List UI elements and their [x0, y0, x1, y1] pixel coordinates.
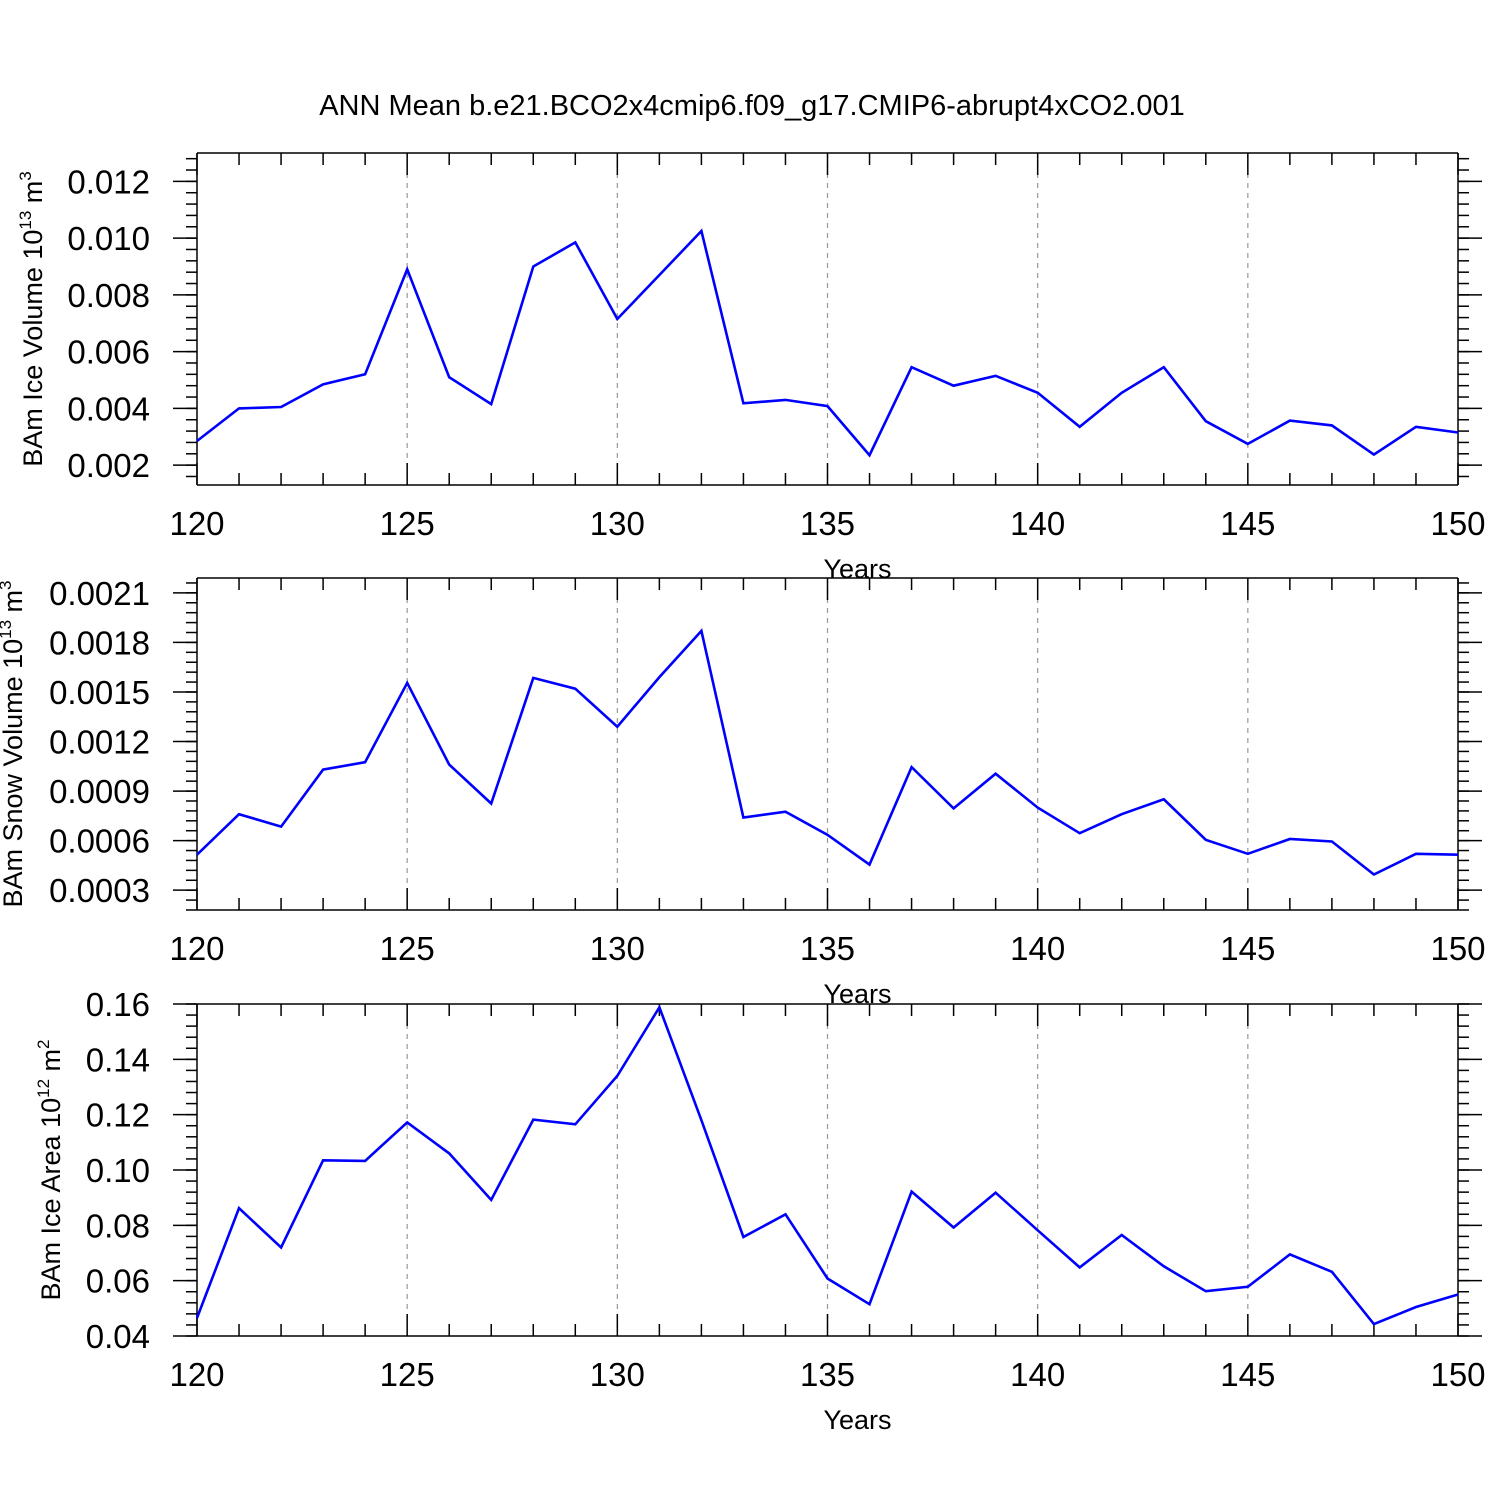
- y-tick-label: 0.0009: [49, 773, 150, 810]
- panel-1: 120 125 130 135 140 145 150 0.002 0.004 0.006 0.00…: [16, 152, 1486, 584]
- series-line: [196, 228, 1459, 458]
- y-tick-label: 0.0003: [49, 872, 150, 909]
- x-tick-label: 120: [169, 930, 224, 967]
- x-tick-label: 150: [1430, 505, 1485, 542]
- panel-2: 120 125 130 135 140 145 150 0.0003 0.0006 0.0009 0…: [0, 575, 1486, 1009]
- y-tick-label: 0.002: [67, 447, 150, 484]
- x-tick-label: 135: [800, 930, 855, 967]
- y-tick-label: 0.008: [67, 277, 150, 314]
- x-tick-label: 140: [1010, 930, 1065, 967]
- y-tick-label: 0.06: [86, 1263, 150, 1300]
- x-tick-label: 145: [1220, 1356, 1275, 1393]
- x-tick-label: 120: [169, 505, 224, 542]
- x-tick-label: 130: [590, 505, 645, 542]
- x-tick-label: 145: [1220, 930, 1275, 967]
- x-tick-label: 145: [1220, 505, 1275, 542]
- x-tick-label: 120: [169, 1356, 224, 1393]
- x-tick-label: 130: [590, 930, 645, 967]
- series-line: [196, 628, 1459, 877]
- y-tick-label: 0.10: [86, 1152, 150, 1189]
- y-tick-label: 0.0012: [49, 724, 150, 761]
- panel-3: 120 125 130 135 140 145 150 0.04 0.06 0.08 0.10 0.1…: [34, 986, 1486, 1435]
- y-axis-label: BAm Ice Area 1012 m2: [34, 1040, 66, 1301]
- y-tick-label: 0.0015: [49, 674, 150, 711]
- y-axis-label: BAm Ice Volume 1013 m3: [16, 171, 48, 467]
- y-axis-label: BAm Snow Volume 1013 m3: [0, 580, 28, 907]
- x-tick-label: 140: [1010, 505, 1065, 542]
- y-tick-label: 0.0021: [49, 575, 150, 612]
- y-tick-label: 0.004: [67, 390, 150, 427]
- y-tick-label: 0.010: [67, 220, 150, 257]
- chart-title: ANN Mean b.e21.BCO2x4cmip6.f09_g17.CMIP6…: [319, 90, 1185, 122]
- x-tick-label: 150: [1430, 1356, 1485, 1393]
- y-tick-label: 0.12: [86, 1097, 150, 1134]
- y-tick-label: 0.0018: [49, 624, 150, 661]
- y-tick-label: 0.0006: [49, 823, 150, 860]
- y-tick-label: 0.16: [86, 986, 150, 1023]
- x-axis-label: Years: [823, 1405, 891, 1435]
- y-tick-label: 0.08: [86, 1207, 150, 1244]
- x-tick-label: 135: [800, 1356, 855, 1393]
- x-tick-label: 135: [800, 505, 855, 542]
- x-tick-label: 125: [380, 505, 435, 542]
- y-tick-label: 0.006: [67, 334, 150, 371]
- x-tick-label: 125: [380, 1356, 435, 1393]
- series-line: [195, 1004, 1459, 1326]
- x-tick-label: 125: [380, 930, 435, 967]
- y-tick-label: 0.14: [86, 1041, 150, 1078]
- x-tick-label: 140: [1010, 1356, 1065, 1393]
- x-tick-label: 150: [1430, 930, 1485, 967]
- y-tick-label: 0.012: [67, 163, 150, 200]
- x-tick-label: 130: [590, 1356, 645, 1393]
- x-axis-label: Years: [823, 554, 891, 584]
- y-tick-label: 0.04: [86, 1318, 150, 1355]
